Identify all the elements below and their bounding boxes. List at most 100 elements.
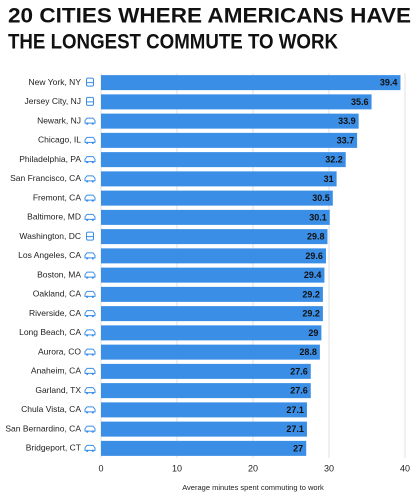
bar [101,190,333,206]
car-icon [84,213,96,220]
y-tick-label: New York, NY [29,77,82,87]
y-tick-label: Baltimore, MD [27,212,81,222]
car-icon [84,444,96,451]
car-icon [84,194,96,201]
y-tick-label: Fremont, CA [33,192,82,202]
y-tick-label: Long Beach, CA [19,327,81,337]
y-tick-label: Bridgeport, CT [26,443,81,453]
y-tick-label: Chicago, IL [38,135,81,145]
value-label: 28.8 [299,347,317,357]
car-icon [86,372,89,375]
car-icon [86,295,89,298]
car-icon [86,218,89,221]
car-icon [86,411,89,414]
value-label: 29 [308,328,318,338]
bar [101,132,358,148]
bar [101,383,311,399]
bar [101,325,322,341]
car-icon [86,276,89,279]
value-label: 27.1 [286,405,304,415]
car-icon [86,161,89,164]
value-label: 33.9 [338,116,356,126]
car-icon [84,175,96,182]
value-label: 27 [293,443,303,453]
car-icon [91,257,94,260]
bar [101,306,323,322]
car-icon [91,122,94,125]
bar [101,440,307,456]
car-icon [84,117,96,124]
car-icon [91,161,94,164]
bar [101,344,320,360]
car-icon [91,372,94,375]
car-icon [86,430,89,433]
car-icon [91,295,94,298]
car-icon [84,367,96,374]
car-icon [91,449,94,452]
car-icon [84,156,96,163]
chart-title: 20 CITIES WHERE AMERICANS HAVE [8,5,411,28]
value-label: 35.6 [351,97,369,107]
car-icon [86,180,89,183]
bar [101,152,346,168]
value-label: 39.4 [380,78,398,88]
value-label: 27.6 [290,386,308,396]
car-icon [86,257,89,260]
car-icon [91,392,94,395]
car-icon [86,315,89,318]
y-tick-label: Newark, NJ [37,115,81,125]
value-label: 29.2 [302,309,320,319]
x-tick-label: 40 [400,463,410,473]
x-tick-label: 30 [324,463,334,473]
y-tick-label: Washington, DC [19,231,81,241]
car-icon [91,315,94,318]
car-icon [86,392,89,395]
bar [101,171,337,187]
car-icon [84,387,96,394]
car-icon [91,276,94,279]
x-tick-label: 0 [98,463,103,473]
y-tick-label: San Francisco, CA [10,173,81,183]
value-label: 29.4 [304,270,322,280]
value-label: 27.1 [286,424,304,434]
value-label: 31 [324,174,334,184]
car-icon [84,136,96,143]
car-icon [86,122,89,125]
car-icon [84,271,96,278]
chart-title: THE LONGEST COMMUTE TO WORK [8,31,338,54]
value-label: 29.6 [305,251,323,261]
y-tick-label: Los Angeles, CA [18,250,81,260]
bar [101,267,325,283]
value-label: 32.2 [325,155,343,165]
bar [101,363,311,379]
car-icon [84,329,96,336]
bar [101,286,323,302]
value-label: 30.1 [309,212,327,222]
car-icon [91,180,94,183]
y-tick-label: San Bernardino, CA [5,423,81,433]
bar [101,229,328,245]
y-tick-label: Philadelphia, PA [19,154,81,164]
car-icon [86,141,89,144]
car-icon [91,199,94,202]
bar [101,75,401,91]
y-tick-label: Chula Vista, CA [21,404,81,414]
bar [101,209,330,225]
value-label: 29.8 [307,232,325,242]
bar [101,94,372,110]
y-tick-label: Anaheim, CA [31,366,81,376]
car-icon [84,290,96,297]
car-icon [91,218,94,221]
bar [101,113,359,129]
car-icon [86,334,89,337]
x-tick-label: 20 [248,463,258,473]
value-label: 33.7 [337,135,355,145]
car-icon [86,449,89,452]
car-icon [91,141,94,144]
car-icon [84,252,96,259]
x-tick-label: 10 [172,463,182,473]
car-icon [84,406,96,413]
bar [101,421,307,437]
y-tick-label: Aurora, CO [38,346,81,356]
car-icon [91,334,94,337]
